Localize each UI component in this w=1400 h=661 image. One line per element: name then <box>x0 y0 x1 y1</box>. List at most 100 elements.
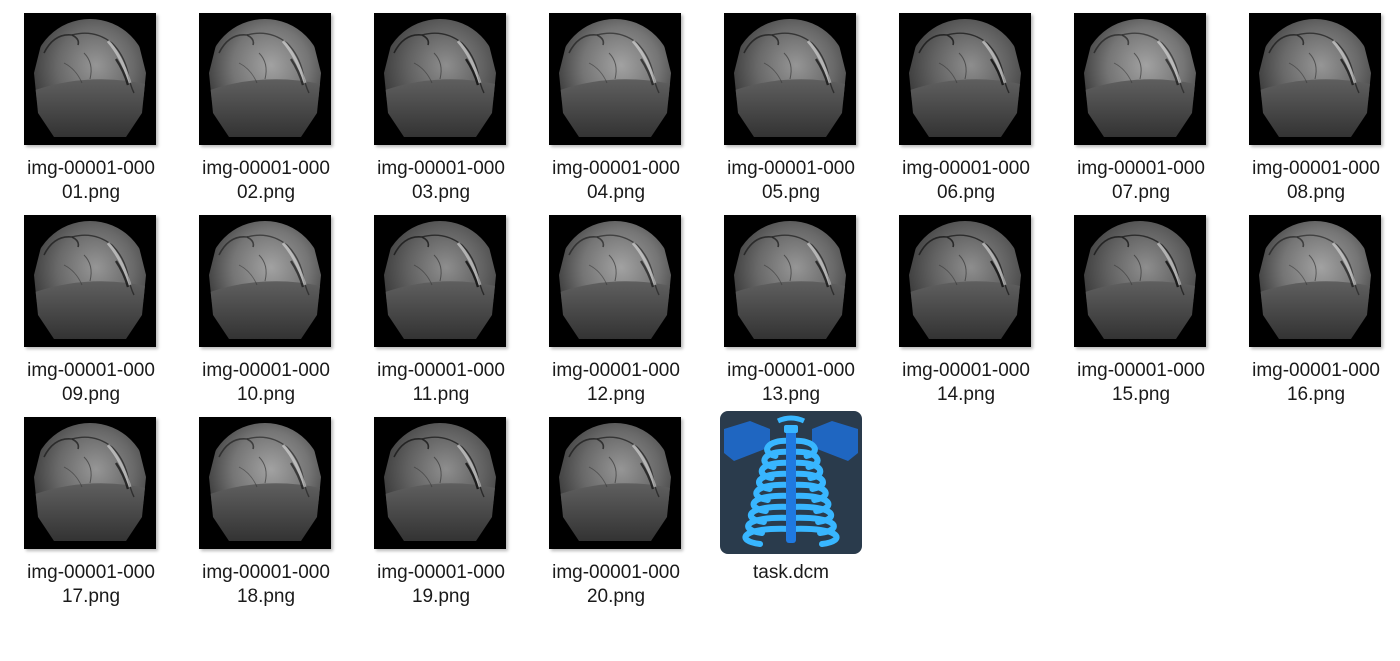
file-name-line2: 19.png <box>411 586 471 607</box>
file-name-line2: 01.png <box>61 182 121 203</box>
file-item[interactable]: img-00001-000 19.png <box>362 411 520 607</box>
file-name-line2: 08.png <box>1286 182 1346 203</box>
file-name-line2: 12.png <box>586 384 646 405</box>
file-thumbnail <box>712 411 870 561</box>
angiogram-thumbnail <box>24 417 156 549</box>
file-name-line2: 09.png <box>61 384 121 405</box>
file-name-label: img-00001-000 05.png <box>712 157 870 205</box>
file-item[interactable]: img-00001-000 05.png <box>712 7 870 203</box>
file-name-line1: img-00001-000 <box>1077 158 1205 179</box>
angiogram-thumbnail <box>374 215 506 347</box>
angiogram-thumbnail <box>549 215 681 347</box>
file-name-line1: img-00001-000 <box>1252 158 1380 179</box>
file-name-line2: 07.png <box>1111 182 1171 203</box>
file-thumbnail <box>1062 209 1220 359</box>
file-name-line1: task.dcm <box>752 562 830 583</box>
file-item[interactable]: img-00001-000 03.png <box>362 7 520 203</box>
file-item[interactable]: img-00001-000 06.png <box>887 7 1045 203</box>
file-name-line1: img-00001-000 <box>27 562 155 583</box>
file-name-label: img-00001-000 03.png <box>362 157 520 205</box>
file-item[interactable]: img-00001-000 20.png <box>537 411 695 607</box>
file-item[interactable]: img-00001-000 09.png <box>12 209 170 405</box>
file-thumbnail <box>187 209 345 359</box>
file-name-label: img-00001-000 20.png <box>537 561 695 609</box>
file-item[interactable]: img-00001-000 16.png <box>1237 209 1395 405</box>
file-name-label: task.dcm <box>712 561 870 585</box>
file-item[interactable]: img-00001-000 18.png <box>187 411 345 607</box>
file-name-line1: img-00001-000 <box>377 360 505 381</box>
file-item[interactable]: img-00001-000 17.png <box>12 411 170 607</box>
angiogram-thumbnail <box>199 417 331 549</box>
file-name-line1: img-00001-000 <box>902 360 1030 381</box>
file-thumbnail <box>362 209 520 359</box>
file-name-line2: 18.png <box>236 586 296 607</box>
angiogram-thumbnail <box>24 215 156 347</box>
file-item[interactable]: img-00001-000 15.png <box>1062 209 1220 405</box>
file-name-line1: img-00001-000 <box>727 158 855 179</box>
file-name-label: img-00001-000 01.png <box>12 157 170 205</box>
file-thumbnail <box>1237 7 1395 157</box>
file-name-label: img-00001-000 14.png <box>887 359 1045 407</box>
file-item[interactable]: img-00001-000 07.png <box>1062 7 1220 203</box>
file-name-line1: img-00001-000 <box>27 360 155 381</box>
angiogram-thumbnail <box>199 215 331 347</box>
file-item[interactable]: img-00001-000 12.png <box>537 209 695 405</box>
file-item[interactable]: img-00001-000 02.png <box>187 7 345 203</box>
file-thumbnail <box>362 411 520 561</box>
angiogram-thumbnail <box>549 13 681 145</box>
file-name-line1: img-00001-000 <box>902 158 1030 179</box>
file-name-line2: 06.png <box>936 182 996 203</box>
file-name-line1: img-00001-000 <box>727 360 855 381</box>
file-name-line2: 17.png <box>61 586 121 607</box>
file-name-line1: img-00001-000 <box>377 158 505 179</box>
file-name-label: img-00001-000 12.png <box>537 359 695 407</box>
file-name-line2: 13.png <box>761 384 821 405</box>
angiogram-thumbnail <box>199 13 331 145</box>
angiogram-thumbnail <box>899 215 1031 347</box>
file-name-label: img-00001-000 13.png <box>712 359 870 407</box>
angiogram-thumbnail <box>374 417 506 549</box>
angiogram-thumbnail <box>374 13 506 145</box>
file-item[interactable]: task.dcm <box>712 411 870 607</box>
file-item[interactable]: img-00001-000 01.png <box>12 7 170 203</box>
file-name-line2: 15.png <box>1111 384 1171 405</box>
file-name-label: img-00001-000 07.png <box>1062 157 1220 205</box>
file-item[interactable]: img-00001-000 08.png <box>1237 7 1395 203</box>
file-name-label: img-00001-000 11.png <box>362 359 520 407</box>
file-thumbnail <box>362 7 520 157</box>
file-item[interactable]: img-00001-000 04.png <box>537 7 695 203</box>
file-name-label: img-00001-000 19.png <box>362 561 520 609</box>
file-thumbnail <box>712 7 870 157</box>
angiogram-thumbnail <box>549 417 681 549</box>
file-name-line2: 11.png <box>412 384 470 405</box>
file-name-line1: img-00001-000 <box>1077 360 1205 381</box>
file-name-line2: 14.png <box>936 384 996 405</box>
file-name-label: img-00001-000 10.png <box>187 359 345 407</box>
file-thumbnail <box>187 411 345 561</box>
file-name-line2: 10.png <box>236 384 296 405</box>
file-name-line1: img-00001-000 <box>202 360 330 381</box>
file-item[interactable]: img-00001-000 11.png <box>362 209 520 405</box>
file-item[interactable]: img-00001-000 10.png <box>187 209 345 405</box>
file-thumbnail <box>537 7 695 157</box>
file-thumbnail <box>12 209 170 359</box>
file-item[interactable]: img-00001-000 14.png <box>887 209 1045 405</box>
file-name-line1: img-00001-000 <box>202 562 330 583</box>
file-name-label: img-00001-000 17.png <box>12 561 170 609</box>
file-name-line2: 02.png <box>236 182 296 203</box>
file-name-line2: 03.png <box>411 182 471 203</box>
file-name-label: img-00001-000 08.png <box>1237 157 1395 205</box>
angiogram-thumbnail <box>24 13 156 145</box>
file-name-label: img-00001-000 02.png <box>187 157 345 205</box>
file-name-label: img-00001-000 15.png <box>1062 359 1220 407</box>
file-name-line1: img-00001-000 <box>202 158 330 179</box>
angiogram-thumbnail <box>1249 215 1381 347</box>
file-name-line2: 05.png <box>761 182 821 203</box>
file-thumbnail <box>1237 209 1395 359</box>
file-name-label: img-00001-000 18.png <box>187 561 345 609</box>
file-name-line1: img-00001-000 <box>552 158 680 179</box>
angiogram-thumbnail <box>1074 215 1206 347</box>
file-name-label: img-00001-000 06.png <box>887 157 1045 205</box>
angiogram-thumbnail <box>1249 13 1381 145</box>
file-item[interactable]: img-00001-000 13.png <box>712 209 870 405</box>
